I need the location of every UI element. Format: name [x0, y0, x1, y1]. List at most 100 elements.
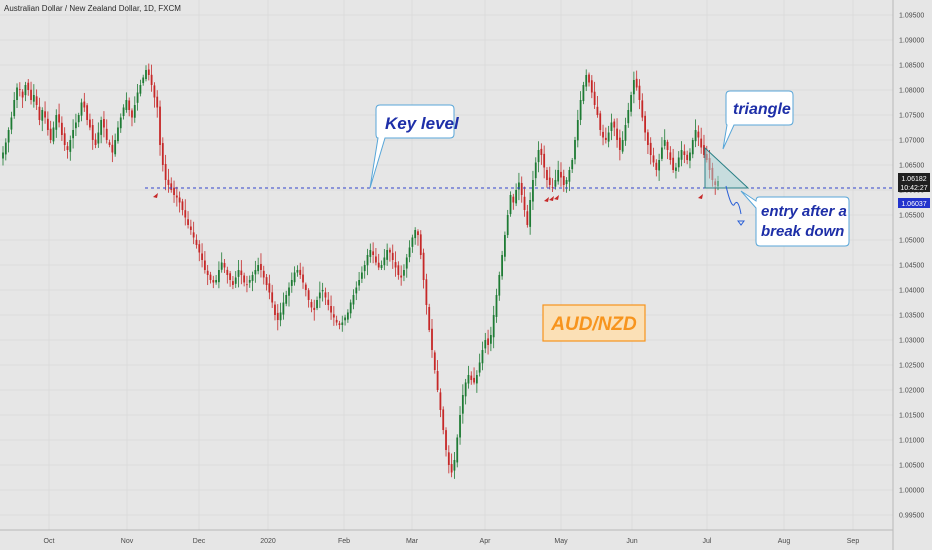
candle — [599, 110, 602, 136]
last-price-tag — [898, 173, 930, 192]
candle — [293, 266, 296, 286]
candle — [543, 145, 546, 179]
candle — [128, 97, 131, 117]
candle — [119, 113, 122, 133]
candle — [24, 81, 27, 102]
candle — [226, 266, 229, 284]
candle — [299, 262, 302, 279]
candle — [509, 191, 512, 217]
callout-key-level[interactable]: Key level — [369, 104, 460, 189]
candle — [18, 82, 21, 97]
candle — [16, 83, 18, 109]
candle — [372, 242, 375, 264]
price-tick-label: 1.00500 — [899, 463, 924, 470]
candle — [481, 341, 484, 371]
candle — [4, 138, 7, 161]
candle — [63, 127, 66, 151]
candle — [97, 122, 100, 148]
candle — [262, 265, 265, 285]
candle — [108, 139, 111, 148]
candle — [537, 141, 540, 173]
candle — [80, 98, 83, 122]
candle — [560, 162, 562, 187]
candle — [568, 166, 571, 192]
candle — [540, 143, 543, 165]
candle — [288, 282, 290, 307]
candle — [161, 137, 164, 172]
candle — [691, 137, 694, 159]
candle — [689, 148, 691, 169]
candle — [136, 84, 139, 111]
candle — [621, 131, 624, 154]
candle — [173, 180, 175, 203]
candle — [574, 136, 576, 165]
candle — [203, 251, 206, 274]
candle — [170, 177, 173, 193]
price-axis[interactable]: 1.09500 1.09000 1.08500 1.08000 1.07500 1.070… — [899, 13, 924, 520]
candle — [602, 124, 604, 146]
candle — [456, 434, 459, 468]
candle — [30, 81, 32, 105]
time-tick-label: Apr — [480, 538, 492, 545]
candle — [201, 243, 203, 268]
candle — [433, 350, 436, 374]
candle — [403, 264, 405, 282]
candle — [484, 332, 487, 354]
candle — [585, 69, 588, 92]
time-tick-label: Aug — [778, 538, 791, 545]
candle — [122, 104, 125, 120]
candle — [417, 229, 419, 246]
candle — [313, 299, 316, 321]
candle — [212, 275, 215, 289]
time-tick-label: May — [554, 538, 568, 545]
pair-label[interactable]: AUD/NZD — [542, 304, 646, 342]
candle — [532, 170, 534, 210]
candle — [467, 365, 470, 389]
candle — [55, 109, 58, 138]
candle — [523, 186, 526, 217]
callout-triangle[interactable]: triangle — [722, 90, 794, 150]
candle — [515, 183, 518, 207]
candle — [349, 299, 352, 319]
candle — [223, 258, 226, 274]
candle — [178, 191, 181, 213]
price-tick-label: 1.09000 — [899, 38, 924, 45]
candle — [470, 371, 473, 385]
candle — [652, 147, 655, 167]
candle — [627, 102, 630, 128]
candle — [498, 271, 501, 301]
candle — [341, 315, 344, 332]
touch-arrows — [153, 193, 703, 202]
price-tick-label: 1.03000 — [899, 338, 924, 345]
candle — [394, 251, 397, 277]
price-tick-label: 1.08500 — [899, 63, 924, 70]
candle — [32, 84, 35, 108]
arrow-icon — [698, 194, 703, 199]
candle — [529, 192, 532, 235]
candle — [302, 266, 304, 289]
candle — [189, 219, 192, 235]
triangle-pattern — [704, 146, 750, 226]
time-axis[interactable]: Oct Nov Dec 2020 Feb Mar Apr May Jun Jul Aug Sep — [44, 538, 860, 545]
candle — [386, 243, 389, 266]
candle — [77, 112, 80, 128]
candle — [282, 292, 285, 320]
candle — [405, 253, 408, 278]
candle — [593, 81, 596, 109]
candle — [318, 281, 321, 308]
candle — [624, 117, 627, 146]
callout-entry[interactable]: entry after a break down — [740, 190, 850, 247]
candle — [546, 167, 548, 188]
candle — [596, 96, 599, 118]
callout-box-entry — [740, 190, 850, 247]
candle — [616, 118, 618, 148]
key-level-text: 1.06037 — [901, 201, 926, 208]
time-tick-label: Oct — [44, 538, 55, 545]
candle — [512, 193, 515, 210]
candle — [187, 211, 189, 229]
candle — [672, 148, 675, 173]
candle — [431, 318, 433, 358]
candle — [655, 159, 658, 177]
candle — [220, 252, 223, 273]
